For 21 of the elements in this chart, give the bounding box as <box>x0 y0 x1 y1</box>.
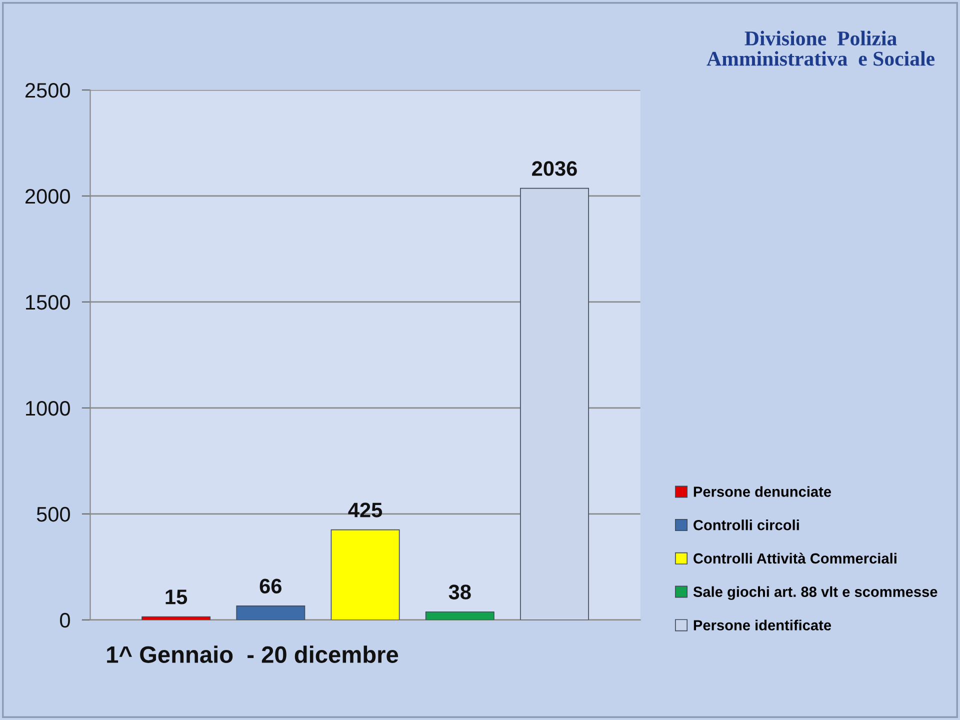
legend-label: Persone identificate <box>694 620 832 630</box>
y-tick-label: 500 <box>36 506 70 522</box>
legend-label: Controlli circoli <box>694 520 799 530</box>
y-tick-label: 0 <box>60 612 70 628</box>
bar <box>330 529 400 620</box>
text: Divisione Polizia Amministrativa e Sociale <box>706 30 935 66</box>
data-label: 66 <box>260 578 282 594</box>
data-label: 15 <box>166 590 188 604</box>
legend-label: Controlli Attività Commerciali <box>694 552 896 564</box>
data-label: 38 <box>448 584 471 600</box>
bar <box>425 611 494 620</box>
bar <box>236 606 306 620</box>
y-tick-label: 2500 <box>26 83 70 98</box>
text: 1^ Gennaio - 20 dicembre <box>107 646 398 663</box>
data-label: 2036 <box>532 161 577 176</box>
data-label: 425 <box>348 502 382 518</box>
y-tick-label: 1500 <box>26 294 70 310</box>
y-tick-label: 1000 <box>26 400 70 416</box>
y-tick-label: 2000 <box>26 188 70 204</box>
legend-label: Persone denunciate <box>694 486 832 497</box>
legend-label: Sale giochi art. 88 vlt e scommesse <box>693 586 938 600</box>
